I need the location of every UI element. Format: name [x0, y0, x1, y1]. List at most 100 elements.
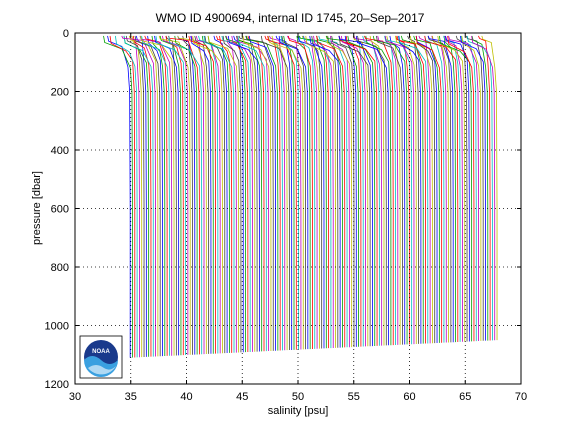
- profile-line: [287, 35, 302, 350]
- profile-line: [386, 35, 401, 345]
- profile-line: [395, 35, 417, 344]
- profile-line: [427, 35, 454, 343]
- profile-line: [340, 35, 366, 347]
- y-tick-label: 400: [51, 145, 69, 157]
- profile-line: [195, 35, 221, 354]
- profile-line: [331, 35, 355, 347]
- x-tick-label: 70: [515, 391, 527, 403]
- y-axis-label: pressure [dbar]: [31, 171, 43, 245]
- profile-line: [221, 35, 251, 352]
- profile-line: [107, 35, 131, 358]
- svg-text:NOAA: NOAA: [92, 349, 110, 355]
- profile-line: [177, 35, 196, 355]
- profile-line: [231, 35, 253, 352]
- y-tick-label: 800: [51, 262, 69, 274]
- profile-line: [376, 35, 403, 345]
- profile-line: [203, 35, 235, 353]
- y-tick-label: 200: [51, 87, 69, 99]
- profile-line: [260, 35, 290, 351]
- profile-line: [226, 35, 237, 353]
- y-tick-label: 1000: [45, 321, 69, 333]
- profile-line: [427, 35, 452, 343]
- profile-line: [225, 35, 246, 353]
- profile-line: [418, 35, 431, 344]
- profile-line: [447, 35, 475, 342]
- profile-line: [316, 35, 346, 348]
- profile-line: [437, 35, 466, 342]
- profile-line: [246, 35, 279, 351]
- profile-line: [134, 35, 161, 357]
- y-tick-label: 0: [63, 28, 69, 40]
- profile-line: [204, 35, 226, 354]
- profile-line: [396, 35, 426, 344]
- profile-line: [478, 35, 491, 341]
- profile-line: [207, 35, 240, 353]
- axis-ticks: 30 35 40 45 50 55 60 65 70 0 200 400 600 800 1000 1200: [45, 28, 528, 403]
- profile-line: [415, 35, 443, 343]
- profile-line: [132, 35, 152, 357]
- profile-line: [154, 35, 180, 356]
- profile-line: [131, 35, 143, 358]
- profile-line: [125, 35, 145, 358]
- profile-line: [460, 35, 477, 342]
- y-tick-label: 600: [51, 204, 69, 216]
- profile-line: [302, 35, 332, 349]
- profile-line: [459, 35, 486, 341]
- profile-line: [140, 35, 175, 356]
- profile-line: [409, 35, 433, 344]
- profile-line: [338, 35, 362, 347]
- profile-line: [192, 35, 223, 354]
- x-tick-label: 65: [459, 391, 471, 403]
- profile-line: [194, 35, 210, 354]
- profile-line: [303, 35, 318, 349]
- profile-line: [242, 35, 272, 351]
- profile-line: [398, 35, 422, 344]
- profile-line: [237, 35, 267, 352]
- chart-title: WMO ID 4900694, internal ID 1745, 20–Sep…: [156, 11, 425, 25]
- profile-line: [355, 35, 389, 346]
- profile-line: [298, 35, 327, 349]
- profile-line: [158, 35, 191, 355]
- profile-line: [407, 35, 419, 344]
- profile-line: [415, 35, 436, 344]
- x-tick-label: 40: [180, 391, 192, 403]
- profile-line: [384, 35, 415, 345]
- profile-line: [103, 35, 133, 358]
- profile-line: [207, 35, 230, 353]
- profile-line: [264, 35, 281, 351]
- profile-line: [481, 35, 498, 341]
- profile-line: [364, 35, 394, 346]
- profile-line: [182, 35, 193, 355]
- x-tick-label: 55: [348, 391, 360, 403]
- profile-line: [245, 35, 274, 351]
- profile-line: [353, 35, 383, 346]
- profile-line: [155, 35, 186, 356]
- profile-line: [147, 35, 163, 357]
- profile-line: [309, 35, 341, 348]
- grid-lines: [75, 33, 521, 384]
- x-tick-label: 45: [236, 391, 248, 403]
- profile-line: [432, 35, 449, 343]
- profile-line: [129, 35, 159, 357]
- profile-line: [389, 35, 406, 345]
- profile-line: [238, 35, 258, 352]
- profile-line: [236, 35, 270, 352]
- profile-line: [338, 35, 373, 347]
- profile-line: [357, 35, 387, 346]
- x-tick-label: 30: [69, 391, 81, 403]
- profile-line: [287, 35, 313, 349]
- profile-line: [281, 35, 306, 350]
- profile-line: [296, 35, 311, 350]
- profile-line: [115, 35, 138, 358]
- profile-line: [198, 35, 219, 354]
- x-tick-label: 60: [403, 391, 415, 403]
- profile-line: [448, 35, 479, 342]
- profile-line: [123, 35, 154, 357]
- profile-line: [141, 35, 170, 356]
- profile-line: [201, 35, 214, 354]
- profile-line: [345, 35, 378, 346]
- x-tick-label: 50: [292, 391, 304, 403]
- profile-line: [298, 35, 316, 349]
- profile-line: [269, 35, 286, 351]
